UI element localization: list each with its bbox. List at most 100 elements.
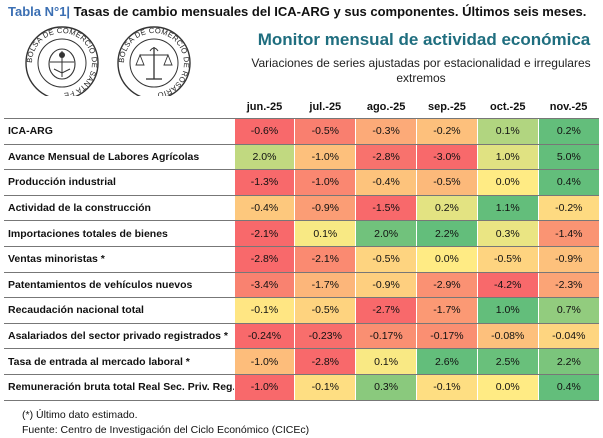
table-row: Actividad de la construcción -0.4% -0.9% -1… bbox=[4, 195, 599, 222]
row-label: Remuneración bruta total Real Sec. Priv.… bbox=[4, 374, 235, 401]
value-cell: -0.9% bbox=[294, 195, 356, 222]
value-cell: -0.04% bbox=[537, 323, 599, 350]
value-cell: -2.8% bbox=[355, 144, 417, 171]
value-cell: -2.8% bbox=[294, 348, 356, 375]
value-cell: -0.08% bbox=[476, 323, 539, 350]
bolsa-santa-fe-logo: BOLSA DE COMERCIO DE SANTA FE bbox=[24, 25, 100, 101]
table-caption: Tabla N°1| Tasas de cambio mensuales del… bbox=[8, 4, 586, 19]
table-row: Tasa de entrada al mercado laboral * -1.0… bbox=[4, 348, 599, 375]
table-row: Importaciones totales de bienes -2.1% 0.1%… bbox=[4, 220, 599, 247]
value-cell: -0.3% bbox=[355, 118, 417, 145]
value-cell: -0.5% bbox=[416, 169, 478, 196]
row-label: ICA-ARG bbox=[4, 118, 235, 145]
value-cell: -1.0% bbox=[233, 348, 295, 375]
value-cell: -0.24% bbox=[233, 323, 295, 350]
value-cell: 0.2% bbox=[416, 195, 478, 222]
value-cell: -0.9% bbox=[537, 246, 599, 273]
value-cell: 0.1% bbox=[355, 348, 417, 375]
value-cell: 1.0% bbox=[476, 297, 539, 324]
table-row: ICA-ARG -0.6% -0.5% -0.3% -0.2% 0.1% 0.2% bbox=[4, 118, 599, 145]
column-header: jun.-25 bbox=[234, 96, 295, 119]
value-cell: -3.4% bbox=[233, 272, 295, 299]
value-cell: 2.5% bbox=[476, 348, 539, 375]
value-cell: -0.1% bbox=[233, 297, 295, 324]
value-cell: 0.4% bbox=[537, 169, 599, 196]
table-row: Asalariados del sector privado registrad… bbox=[4, 323, 599, 350]
value-cell: -1.7% bbox=[416, 297, 478, 324]
value-cell: -0.17% bbox=[355, 323, 417, 350]
column-header: oct.-25 bbox=[477, 96, 539, 119]
value-cell: -2.7% bbox=[355, 297, 417, 324]
column-header: sep.-25 bbox=[416, 96, 478, 119]
header-label-cell bbox=[4, 96, 235, 119]
value-cell: 0.1% bbox=[294, 220, 356, 247]
value-cell: 2.0% bbox=[233, 144, 295, 171]
table-row: Recaudación nacional total -0.1% -0.5% -2.7… bbox=[4, 297, 599, 324]
value-cell: -2.3% bbox=[537, 272, 599, 299]
value-cell: -0.4% bbox=[355, 169, 417, 196]
value-cell: -1.0% bbox=[233, 374, 295, 401]
value-cell: -4.2% bbox=[476, 272, 539, 299]
value-cell: -1.0% bbox=[294, 144, 356, 171]
monitor-title: Monitor mensual de actividad económica bbox=[257, 30, 591, 49]
value-cell: 5.0% bbox=[537, 144, 599, 171]
value-cell: -1.3% bbox=[233, 169, 295, 196]
row-label: Tasa de entrada al mercado laboral * bbox=[4, 348, 235, 375]
value-cell: 1.0% bbox=[476, 144, 539, 171]
value-cell: -1.4% bbox=[537, 220, 599, 247]
value-cell: 0.3% bbox=[476, 220, 539, 247]
value-cell: -2.1% bbox=[294, 246, 356, 273]
value-cell: -0.5% bbox=[476, 246, 539, 273]
value-cell: 2.6% bbox=[416, 348, 478, 375]
value-cell: 0.4% bbox=[537, 374, 599, 401]
bolsa-rosario-logo: BOLSA DE COMERCIO DE ROSARIO bbox=[116, 25, 192, 101]
value-cell: -0.23% bbox=[294, 323, 356, 350]
value-cell: -0.6% bbox=[233, 118, 295, 145]
value-cell: -1.7% bbox=[294, 272, 356, 299]
value-cell: -0.1% bbox=[416, 374, 478, 401]
value-cell: -0.5% bbox=[294, 118, 356, 145]
row-label: Asalariados del sector privado registrad… bbox=[4, 323, 235, 350]
table-number: Tabla N°1| bbox=[8, 4, 71, 19]
table-row: Patentamientos de vehículos nuevos -3.4% -… bbox=[4, 272, 599, 299]
value-cell: 0.1% bbox=[476, 118, 539, 145]
value-cell: 0.0% bbox=[416, 246, 478, 273]
value-cell: -1.0% bbox=[294, 169, 356, 196]
table-title: Tasas de cambio mensuales del ICA-ARG y … bbox=[70, 4, 587, 19]
value-cell: 0.2% bbox=[537, 118, 599, 145]
table-row: Ventas minoristas * -2.8% -2.1% -0.5% 0.0% -0… bbox=[4, 246, 599, 273]
value-cell: 2.2% bbox=[416, 220, 478, 247]
source-note: Fuente: Centro de Investigación del Cicl… bbox=[22, 424, 310, 436]
activity-table: jun.-25 jul.-25 ago.-25 sep.-25 oct.-25 … bbox=[4, 96, 599, 401]
value-cell: -1.5% bbox=[355, 195, 417, 222]
value-cell: -0.5% bbox=[294, 297, 356, 324]
value-cell: -2.1% bbox=[233, 220, 295, 247]
table-row: Avance Mensual de Labores Agrícolas 2.0% -… bbox=[4, 144, 599, 171]
row-label: Recaudación nacional total bbox=[4, 297, 235, 324]
value-cell: 0.0% bbox=[476, 374, 539, 401]
value-cell: -0.2% bbox=[416, 118, 478, 145]
row-label: Avance Mensual de Labores Agrícolas bbox=[4, 144, 235, 171]
value-cell: 0.7% bbox=[537, 297, 599, 324]
column-header: nov.-25 bbox=[538, 96, 599, 119]
monitor-subtitle: Variaciones de series ajustadas por esta… bbox=[251, 56, 591, 85]
row-label: Patentamientos de vehículos nuevos bbox=[4, 272, 235, 299]
row-label: Ventas minoristas * bbox=[4, 246, 235, 273]
table-row: Remuneración bruta total Real Sec. Priv.… bbox=[4, 374, 599, 401]
value-cell: 2.0% bbox=[355, 220, 417, 247]
value-cell: 2.2% bbox=[537, 348, 599, 375]
column-header: ago.-25 bbox=[355, 96, 417, 119]
value-cell: -2.9% bbox=[416, 272, 478, 299]
value-cell: 0.3% bbox=[355, 374, 417, 401]
row-label: Producción industrial bbox=[4, 169, 235, 196]
value-cell: -3.0% bbox=[416, 144, 478, 171]
value-cell: 0.0% bbox=[476, 169, 539, 196]
value-cell: -0.2% bbox=[537, 195, 599, 222]
value-cell: -0.17% bbox=[416, 323, 478, 350]
value-cell: -0.5% bbox=[355, 246, 417, 273]
footnote: (*) Último dato estimado. bbox=[22, 409, 138, 421]
column-header: jul.-25 bbox=[294, 96, 356, 119]
row-label: Importaciones totales de bienes bbox=[4, 220, 235, 247]
value-cell: 1.1% bbox=[476, 195, 539, 222]
value-cell: -0.1% bbox=[294, 374, 356, 401]
